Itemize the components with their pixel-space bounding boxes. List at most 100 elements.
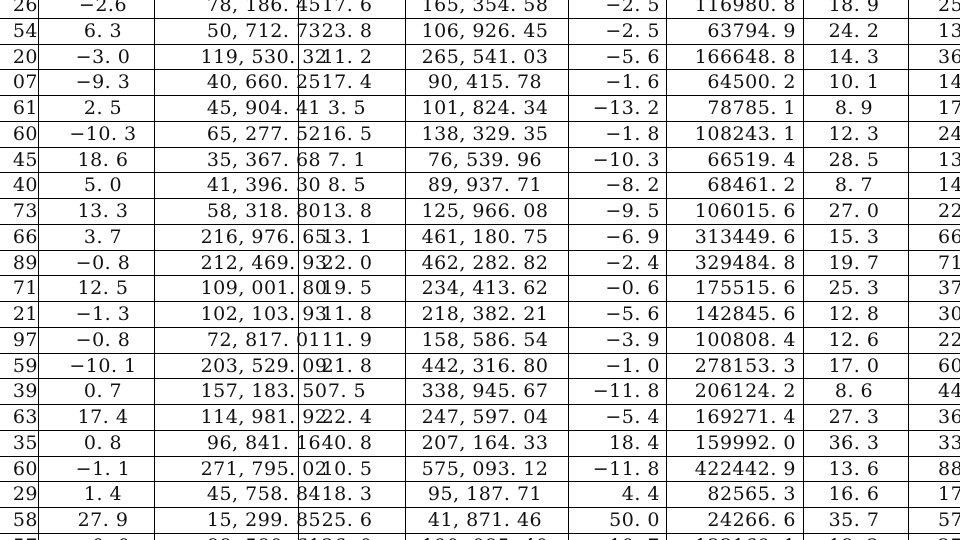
table-cell[interactable]: 71 bbox=[938, 251, 960, 274]
table-cell[interactable]: 25. 3 bbox=[828, 277, 880, 300]
table-cell[interactable]: −9. 3 bbox=[75, 71, 131, 94]
table-cell[interactable]: 24266. 6 bbox=[707, 509, 796, 531]
table-cell[interactable]: 329484. 8 bbox=[694, 251, 796, 274]
table-cell[interactable]: 13. 1 bbox=[321, 225, 373, 248]
table-cell[interactable]: 102, 103. 93 bbox=[200, 303, 328, 325]
table-cell[interactable]: 35 bbox=[12, 431, 38, 454]
table-cell[interactable]: −13. 2 bbox=[592, 97, 660, 119]
table-cell[interactable]: 203, 529. 09 bbox=[200, 354, 328, 377]
table-cell[interactable]: 12. 8 bbox=[828, 303, 880, 325]
table-cell[interactable]: −2. 5 bbox=[605, 19, 660, 42]
table-cell[interactable]: 10. 1 bbox=[828, 71, 880, 94]
table-cell[interactable]: 60 bbox=[938, 354, 960, 377]
table-cell[interactable]: 0. 8 bbox=[83, 431, 123, 454]
table-cell[interactable]: 271, 795. 02 bbox=[200, 457, 328, 480]
table-cell[interactable]: 165, 354. 58 bbox=[421, 0, 549, 16]
table-cell[interactable]: 166648. 8 bbox=[694, 45, 796, 68]
table-cell[interactable]: 13 bbox=[938, 148, 960, 171]
table-cell[interactable]: 95, 187. 71 bbox=[427, 483, 543, 506]
table-cell[interactable]: 30 bbox=[938, 303, 960, 325]
table-cell[interactable]: 40. 8 bbox=[321, 431, 373, 454]
table-cell[interactable]: 90, 415. 78 bbox=[427, 71, 543, 94]
table-cell[interactable]: 106015. 6 bbox=[694, 200, 796, 222]
table-cell[interactable]: 36. 3 bbox=[828, 431, 880, 454]
table-cell[interactable]: 119, 530. 32 bbox=[200, 45, 328, 68]
table-cell[interactable]: 78, 186. 45 bbox=[206, 0, 322, 16]
table-cell[interactable]: 206124. 2 bbox=[694, 380, 796, 403]
table-cell[interactable]: 60 bbox=[12, 457, 38, 480]
table-cell[interactable]: 45, 904. 41 bbox=[206, 97, 322, 119]
table-cell[interactable]: 13 bbox=[938, 19, 960, 42]
table-cell[interactable]: 27. 9 bbox=[77, 509, 129, 531]
table-cell[interactable]: 17 bbox=[938, 483, 960, 506]
table-cell[interactable]: 12. 3 bbox=[828, 122, 880, 145]
table-cell[interactable]: 114, 981. 92 bbox=[200, 406, 328, 428]
table-cell[interactable]: 18. 2 bbox=[800, 534, 908, 540]
table-cell[interactable]: 101, 824. 34 bbox=[421, 97, 549, 119]
table-cell[interactable]: −9. 5 bbox=[605, 200, 660, 222]
table-cell[interactable]: 88 bbox=[938, 457, 960, 480]
table-cell[interactable]: −5. 6 bbox=[605, 303, 660, 325]
table-cell[interactable]: −2. 4 bbox=[605, 251, 660, 274]
table-cell[interactable]: −1. 0 bbox=[605, 354, 660, 377]
table-cell[interactable]: 26. 0 bbox=[295, 534, 399, 540]
table-cell[interactable]: 100808. 4 bbox=[694, 328, 796, 351]
table-cell[interactable]: 17. 4 bbox=[77, 406, 129, 428]
table-cell[interactable]: 44 bbox=[938, 380, 960, 403]
table-cell[interactable]: 35, 367. 68 bbox=[206, 148, 322, 171]
table-cell[interactable]: 36 bbox=[938, 406, 960, 428]
table-cell[interactable]: 25. 6 bbox=[321, 509, 373, 531]
table-cell[interactable]: 138, 329. 35 bbox=[421, 122, 549, 145]
table-cell[interactable]: 41, 871. 46 bbox=[427, 509, 543, 531]
table-cell[interactable]: −10. 3 bbox=[592, 148, 660, 171]
table-cell[interactable]: 17. 4 bbox=[321, 71, 373, 94]
table-cell[interactable]: 89, 937. 71 bbox=[427, 174, 543, 197]
table-cell[interactable]: 7. 1 bbox=[327, 148, 367, 171]
table-cell[interactable]: 16. 5 bbox=[321, 122, 373, 145]
table-cell[interactable]: 17. 0 bbox=[828, 354, 880, 377]
table-cell[interactable]: 207, 164. 33 bbox=[421, 431, 549, 454]
table-cell[interactable]: 265, 541. 03 bbox=[421, 45, 549, 68]
table-cell[interactable]: 50, 712. 73 bbox=[206, 19, 322, 42]
table-cell[interactable]: −11. 8 bbox=[592, 457, 660, 480]
table-cell[interactable]: −2. 5 bbox=[605, 0, 660, 16]
table-cell[interactable]: 22 bbox=[938, 200, 960, 222]
table-cell[interactable]: 35. 7 bbox=[828, 509, 880, 531]
table-cell[interactable]: 14. 3 bbox=[828, 45, 880, 68]
table-cell[interactable]: −1. 3 bbox=[75, 303, 131, 325]
table-cell[interactable]: 18. 9 bbox=[828, 0, 880, 16]
table-cell[interactable]: 0. 7 bbox=[83, 380, 123, 403]
table-cell[interactable]: 25 bbox=[938, 0, 960, 16]
table-cell[interactable]: −1. 6 bbox=[605, 71, 660, 94]
table-cell[interactable]: 71 bbox=[12, 277, 38, 300]
table-cell[interactable]: 142845. 6 bbox=[694, 303, 796, 325]
table-cell[interactable]: −0. 0 bbox=[58, 534, 148, 540]
table-cell[interactable]: 60 bbox=[12, 122, 38, 145]
table-cell[interactable]: 22. 4 bbox=[321, 406, 373, 428]
table-cell[interactable]: 68461. 2 bbox=[707, 174, 796, 197]
table-cell[interactable]: 4. 4 bbox=[621, 483, 660, 506]
table-cell[interactable]: 11. 8 bbox=[321, 303, 373, 325]
table-cell[interactable]: −2.6 bbox=[78, 0, 128, 16]
table-cell[interactable]: 17 bbox=[938, 97, 960, 119]
table-cell[interactable]: −11. 8 bbox=[592, 380, 660, 403]
table-cell[interactable]: 8. 5 bbox=[327, 174, 367, 197]
table-cell[interactable]: 5. 0 bbox=[83, 174, 123, 197]
table-cell[interactable]: 57 bbox=[0, 534, 38, 540]
table-cell[interactable]: 72, 817. 01 bbox=[206, 328, 322, 351]
table-cell[interactable]: −3. 0 bbox=[75, 45, 131, 68]
table-cell[interactable]: 22 bbox=[938, 328, 960, 351]
table-cell[interactable]: 64500. 2 bbox=[707, 71, 796, 94]
table-cell[interactable]: 50. 0 bbox=[609, 509, 660, 531]
table-cell[interactable]: 15. 3 bbox=[828, 225, 880, 248]
table-cell[interactable]: 45, 758. 84 bbox=[206, 483, 322, 506]
table-cell[interactable]: 82565. 3 bbox=[707, 483, 796, 506]
table-cell[interactable]: −1. 8 bbox=[605, 122, 660, 145]
table-cell[interactable]: −5. 6 bbox=[605, 45, 660, 68]
table-cell[interactable]: 14 bbox=[938, 174, 960, 197]
table-cell[interactable]: 278153. 3 bbox=[694, 354, 796, 377]
table-cell[interactable]: 59 bbox=[12, 354, 38, 377]
table-cell[interactable]: 19. 5 bbox=[321, 277, 373, 300]
table-cell[interactable]: 26 bbox=[12, 0, 38, 16]
table-cell[interactable]: 66 bbox=[938, 225, 960, 248]
